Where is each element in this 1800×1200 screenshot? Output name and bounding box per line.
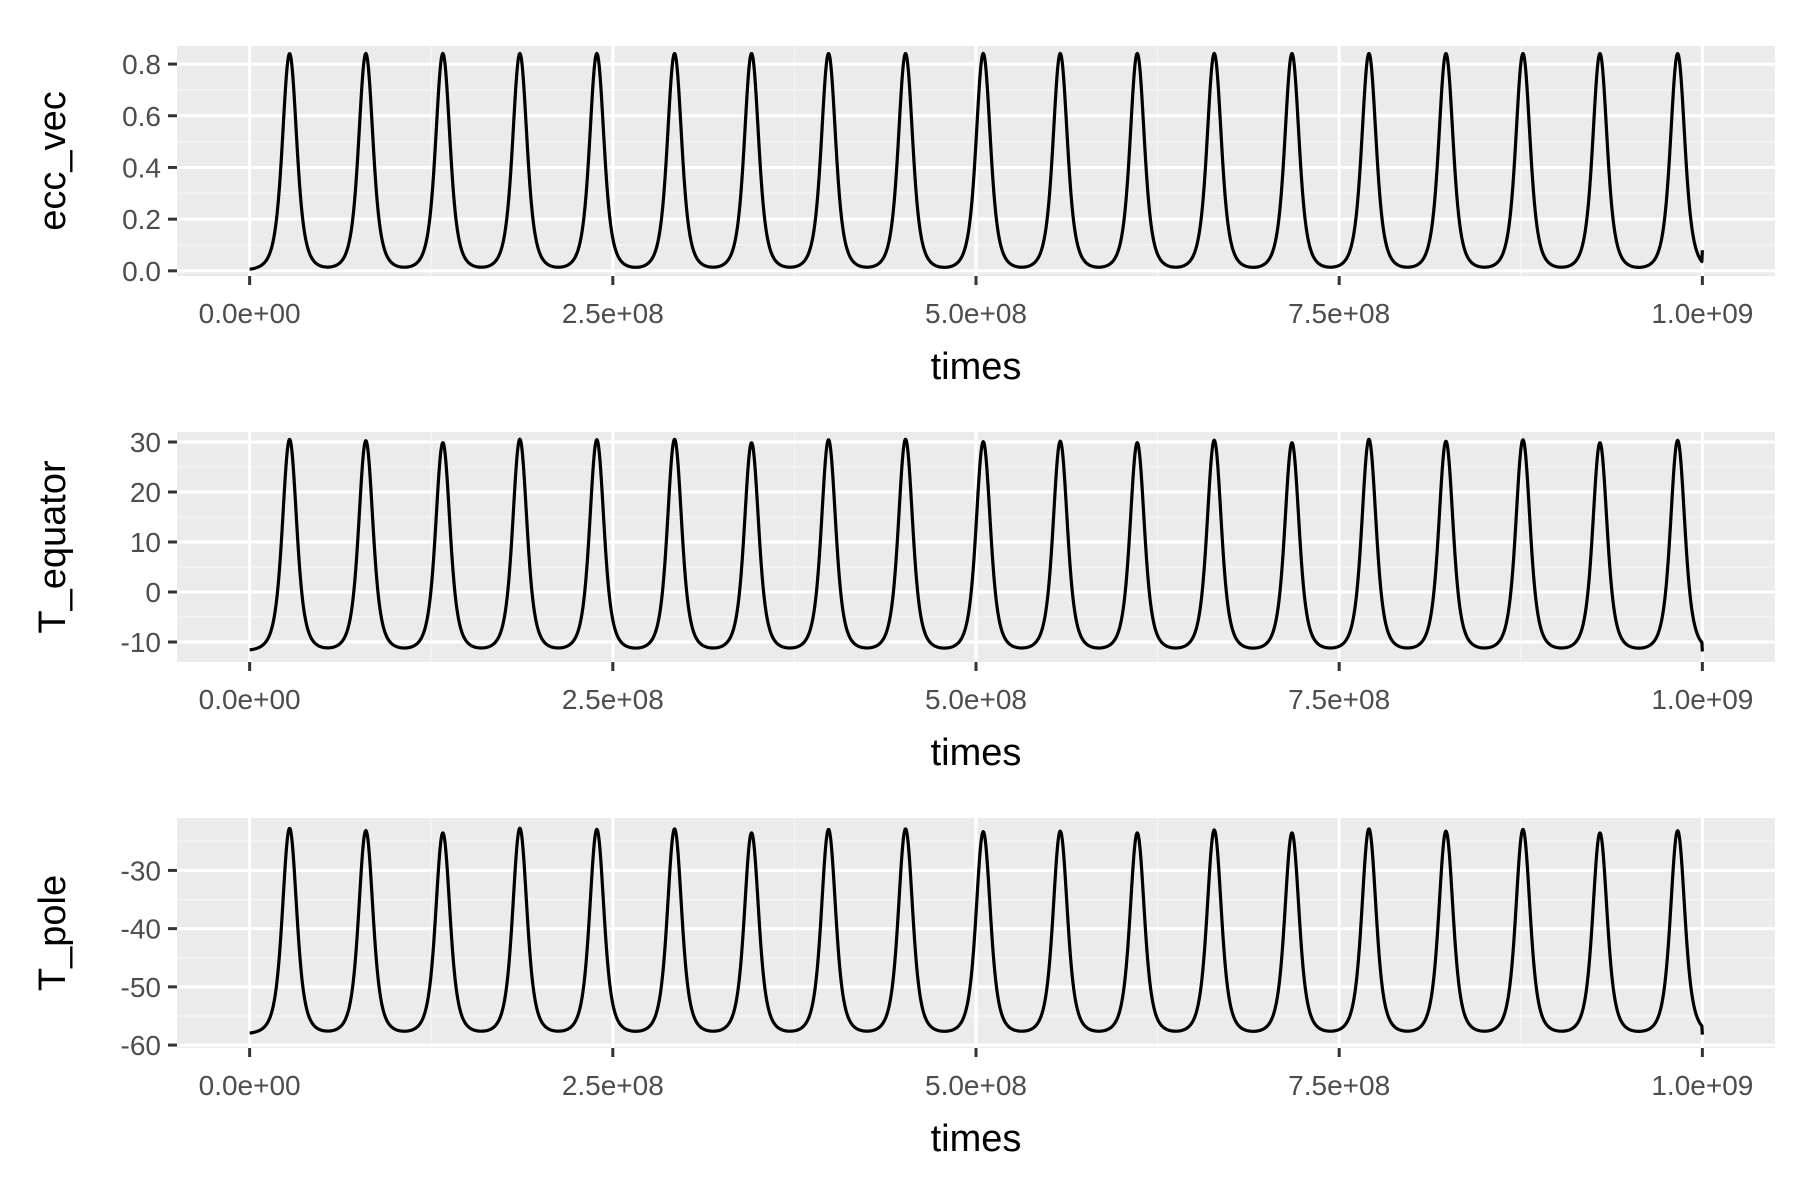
y-tick-label: 0.2 [122,204,161,235]
x-tick-label: 0.0e+00 [199,684,301,715]
y-axis-title: T_pole [32,875,74,991]
y-tick-label: -60 [121,1030,161,1061]
x-axis-title: times [931,1118,1022,1160]
y-tick-label: 0.8 [122,49,161,80]
y-tick-label: 10 [130,527,161,558]
x-tick-label: 1.0e+09 [1651,298,1753,329]
x-tick-label: 2.5e+08 [562,1070,664,1101]
series-line [248,437,1704,652]
x-tick-label: 0.0e+00 [199,298,301,329]
series-line [248,51,1704,271]
chart-panel-3: 0.0e+00 2.5e+08 5.0e+08 7.5e+08 1.0e+09 -60 -5… [32,818,1775,1160]
x-tick-label: 2.5e+08 [562,298,664,329]
y-tick-label: 0.0 [122,256,161,287]
y-tick-label: 0 [145,577,161,608]
x-tick-label: 1.0e+09 [1651,684,1753,715]
y-tick-label: 30 [130,427,161,458]
x-tick-label: 7.5e+08 [1288,1070,1390,1101]
y-tick-label: -40 [121,914,161,945]
series-line [248,826,1704,1035]
x-axis-title: times [931,732,1022,774]
y-axis-title: T_equator [32,460,74,634]
y-axis-title: ecc_vec [32,91,74,230]
x-tick-label: 7.5e+08 [1288,684,1390,715]
x-tick-label: 2.5e+08 [562,684,664,715]
x-axis-title: times [931,346,1022,388]
x-tick-label: 0.0e+00 [199,1070,301,1101]
chart-panel-1: 0.0e+00 2.5e+08 5.0e+08 7.5e+08 1.0e+09 0.0 0.… [32,46,1775,388]
chart-panel-2: 0.0e+00 2.5e+08 5.0e+08 7.5e+08 1.0e+09 -10 0 1… [32,427,1775,774]
x-tick-label: 5.0e+08 [925,1070,1027,1101]
y-tick-label: -10 [121,627,161,658]
x-tick-label: 7.5e+08 [1288,298,1390,329]
y-tick-label: 0.6 [122,101,161,132]
x-tick-label: 1.0e+09 [1651,1070,1753,1101]
x-tick-label: 5.0e+08 [925,298,1027,329]
y-tick-label: -50 [121,972,161,1003]
y-tick-label: 0.4 [122,152,161,183]
x-tick-label: 5.0e+08 [925,684,1027,715]
y-tick-label: 20 [130,477,161,508]
y-tick-label: -30 [121,855,161,886]
